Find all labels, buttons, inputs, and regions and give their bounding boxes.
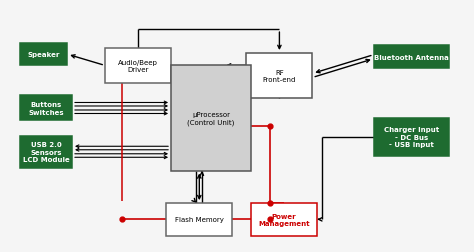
FancyBboxPatch shape	[105, 49, 171, 84]
Text: RF
Front-end: RF Front-end	[263, 70, 296, 83]
FancyBboxPatch shape	[20, 136, 72, 168]
FancyBboxPatch shape	[171, 66, 251, 171]
FancyBboxPatch shape	[374, 118, 449, 156]
FancyBboxPatch shape	[251, 203, 317, 236]
Text: Flash Memory: Flash Memory	[175, 216, 224, 223]
Text: μProcessor
(Control Unit): μProcessor (Control Unit)	[187, 112, 235, 125]
Text: Speaker: Speaker	[27, 52, 60, 58]
FancyBboxPatch shape	[246, 54, 312, 99]
Text: USB 2.0
Sensors
LCD Module: USB 2.0 Sensors LCD Module	[23, 142, 70, 163]
FancyBboxPatch shape	[166, 203, 232, 236]
Text: Audio/Beep
Driver: Audio/Beep Driver	[118, 59, 158, 73]
Text: Bluetooth Antenna: Bluetooth Antenna	[374, 54, 449, 60]
FancyBboxPatch shape	[374, 46, 449, 69]
Text: Charger Input
- DC Bus
- USB Input: Charger Input - DC Bus - USB Input	[384, 127, 439, 148]
Text: Buttons
Switches: Buttons Switches	[28, 102, 64, 115]
FancyBboxPatch shape	[20, 96, 72, 121]
Text: Power
Management: Power Management	[258, 213, 310, 226]
FancyBboxPatch shape	[20, 44, 67, 66]
